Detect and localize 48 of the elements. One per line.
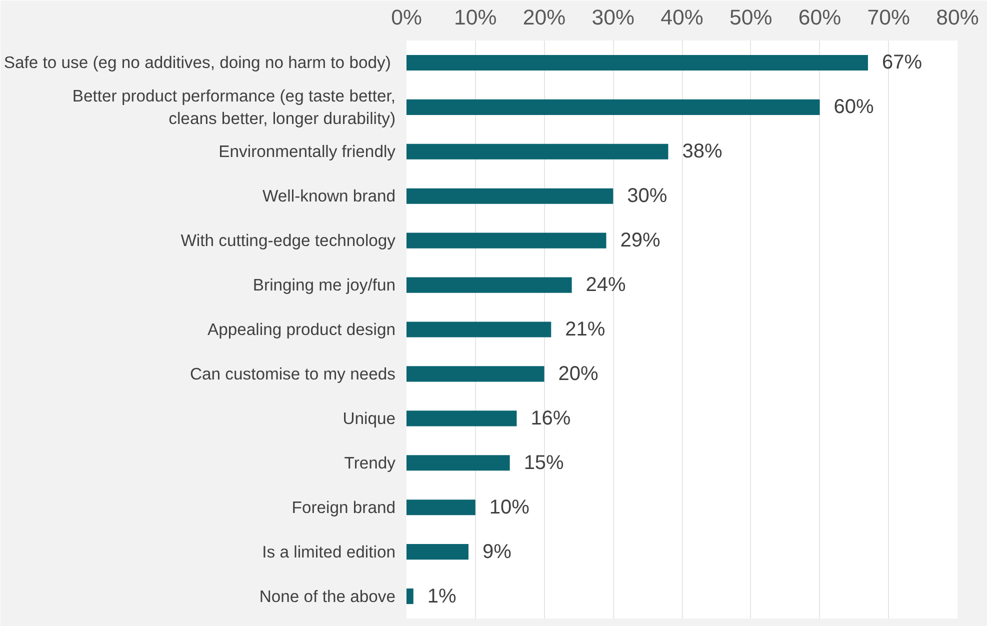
y-tick-label: Safe to use (eg no additives, doing no harm to body) [4,53,391,72]
data-label: 9% [482,540,512,563]
y-tick-label: Foreign brand [292,498,396,517]
x-tick-label: 60% [798,6,842,30]
x-tick-label: 80% [936,6,979,30]
bar [406,188,614,204]
data-label: 60% [834,96,874,118]
y-tick-label: Is a limited edition [262,542,396,562]
x-tick-label: 0% [391,6,422,30]
x-tick-label: 30% [592,6,635,30]
y-tick-label: None of the above [259,586,396,606]
y-tick-label: Environmentally friendly [218,142,396,162]
bar [406,588,414,604]
x-tick-label: 70% [867,6,910,30]
y-tick-label: Appealing product design [208,320,396,339]
data-label: 30% [627,185,668,208]
y-tick-label: With cutting-edge technology [180,231,396,250]
data-label: 29% [620,230,660,252]
bar [406,277,572,293]
y-tick-label: Bringing me joy/fun [252,276,396,295]
y-tick-label: Trendy [344,453,396,472]
data-label: 20% [558,362,598,385]
x-tick-label: 50% [730,6,772,30]
data-label: 67% [882,52,922,74]
data-label: 24% [586,274,626,296]
bar [406,54,868,71]
x-tick-label: 40% [660,6,704,30]
bar [406,455,510,471]
bar [406,322,552,338]
bar [406,144,668,160]
data-label: 38% [682,140,722,163]
bar [406,500,476,516]
bar [406,410,517,426]
data-label: 15% [524,452,564,474]
bar [406,544,468,560]
bar [406,99,820,115]
x-tick-label: 10% [454,6,497,30]
y-tick-label: Well-known brand [262,186,396,206]
data-label: 16% [530,407,571,430]
x-tick-label: 20% [522,6,566,30]
data-label: 10% [489,496,530,518]
y-tick-label: Can customise to my needs [190,364,396,384]
y-tick-label: Better product performance (eg taste better, cleans better, longer durability) [72,86,396,128]
bar [406,366,544,382]
data-label: 21% [565,318,606,340]
bar [406,232,606,248]
y-tick-label: Unique [342,408,396,428]
data-label: 1% [427,585,457,608]
